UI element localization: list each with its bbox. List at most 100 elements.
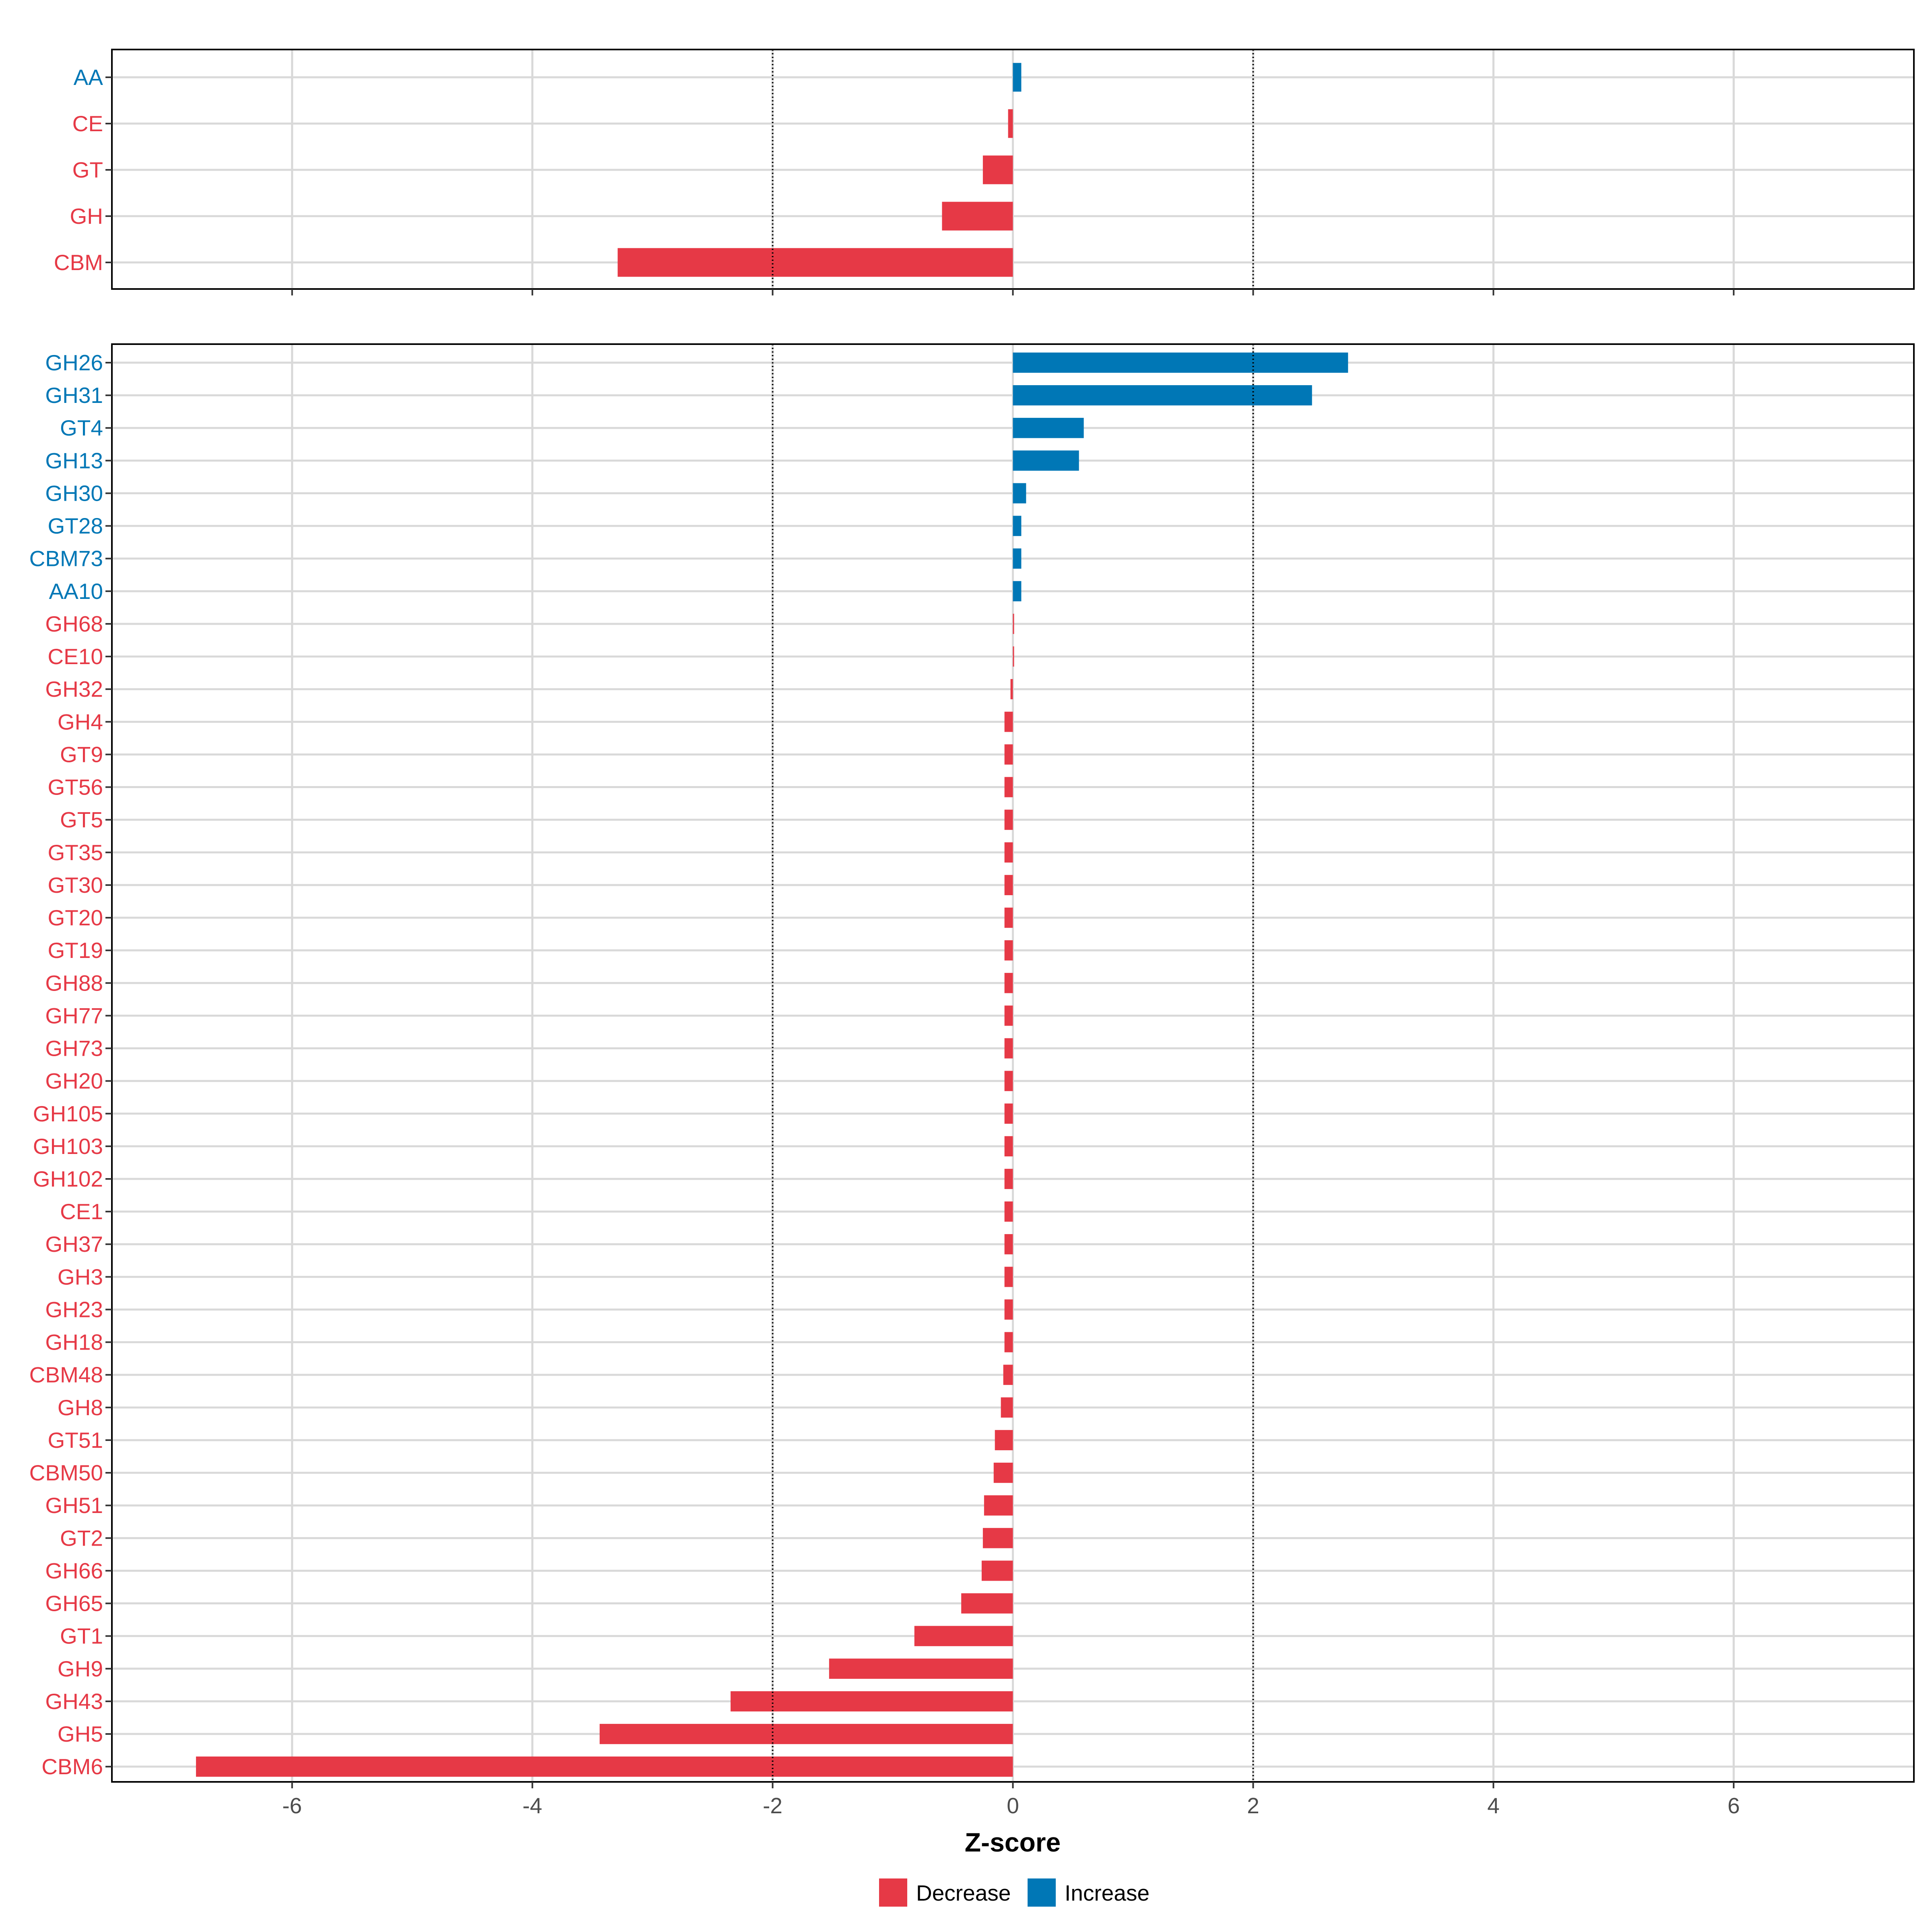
category-label: CBM73 [29, 546, 103, 571]
legend-label: Increase [1065, 1880, 1150, 1905]
category-label: GH65 [45, 1591, 103, 1616]
bar-GH8 [1001, 1397, 1013, 1418]
bar-CE10 [1013, 646, 1014, 667]
bar-GH30 [1013, 483, 1026, 504]
bar-GT2 [983, 1528, 1013, 1548]
bar-GT28 [1013, 516, 1022, 536]
category-label: GT28 [47, 514, 103, 539]
category-label: GH [70, 204, 103, 229]
category-label: GH8 [58, 1395, 103, 1420]
category-label: GH51 [45, 1493, 103, 1518]
category-label: GH77 [45, 1003, 103, 1028]
bar-CE [1008, 109, 1013, 138]
bar-GH77 [1004, 1005, 1013, 1026]
category-label: CBM6 [41, 1754, 103, 1779]
bar-GH68 [1013, 613, 1014, 634]
category-label: GT1 [60, 1624, 103, 1649]
category-label: GT20 [47, 905, 103, 930]
bar-CBM50 [993, 1462, 1013, 1483]
bar-GH9 [829, 1658, 1013, 1679]
bar-GH88 [1004, 973, 1013, 993]
category-label: GT2 [60, 1525, 103, 1550]
bar-GH37 [1004, 1234, 1013, 1255]
bar-CE1 [1004, 1201, 1013, 1222]
category-label: GT [72, 157, 103, 182]
category-label: GH30 [45, 481, 103, 506]
category-label: GT56 [47, 775, 103, 800]
category-label: GT5 [60, 807, 103, 832]
category-label: GH3 [58, 1264, 103, 1289]
category-label: GH66 [45, 1558, 103, 1583]
category-label: GH68 [45, 611, 103, 636]
bar-GH103 [1004, 1136, 1013, 1157]
bar-GT30 [1004, 875, 1013, 896]
bar-GT1 [914, 1626, 1013, 1646]
bar-CBM6 [196, 1757, 1013, 1777]
category-label: GH26 [45, 350, 103, 375]
category-label: GT9 [60, 742, 103, 767]
category-label: CBM [54, 250, 103, 275]
category-label: GT51 [47, 1428, 103, 1453]
bar-GH23 [1004, 1299, 1013, 1320]
bar-GH31 [1013, 385, 1312, 406]
x-tick-label: 4 [1487, 1793, 1500, 1818]
x-tick-label: -2 [763, 1793, 782, 1818]
bar-GT [983, 155, 1013, 184]
bar-GH26 [1013, 352, 1348, 373]
category-label: CE1 [60, 1199, 103, 1224]
bar-AA [1013, 63, 1022, 92]
bar-GH13 [1013, 450, 1079, 471]
bar-CBM48 [1003, 1364, 1013, 1385]
legend-swatch [1028, 1878, 1056, 1907]
x-tick-label: 0 [1007, 1793, 1019, 1818]
legend: Decrease Increase [879, 1878, 1150, 1907]
category-label: GH105 [33, 1101, 103, 1126]
bar-GH [942, 202, 1013, 231]
x-tick-label: -4 [522, 1793, 542, 1818]
bar-GT5 [1004, 809, 1013, 830]
bar-GH102 [1004, 1168, 1013, 1189]
bar-GT9 [1004, 744, 1013, 765]
bar-GH65 [961, 1593, 1013, 1614]
category-label: GT30 [47, 873, 103, 898]
x-tick-label: 6 [1728, 1793, 1740, 1818]
bar-GH4 [1004, 712, 1013, 732]
category-label: GT35 [47, 840, 103, 865]
category-label: GH5 [58, 1721, 103, 1746]
bar-GT35 [1004, 842, 1013, 863]
bar-GT20 [1004, 907, 1013, 928]
category-label: GH23 [45, 1297, 103, 1322]
bar-CBM73 [1013, 548, 1022, 569]
category-label: GH43 [45, 1689, 103, 1714]
bar-GH73 [1004, 1038, 1013, 1059]
panel-2: GH26 GH31 GT4 GH13 GH30 GT28 CBM73 AA10 GH68 CE10… [29, 343, 1915, 1788]
bar-GT56 [1004, 777, 1013, 797]
bar-GH43 [731, 1691, 1013, 1712]
category-label: GH88 [45, 970, 103, 995]
bar-GT4 [1013, 418, 1084, 438]
category-label: CE [72, 111, 103, 136]
category-label: GH73 [45, 1036, 103, 1061]
category-label: GH31 [45, 383, 103, 408]
category-label: AA [74, 65, 103, 90]
bar-GH3 [1004, 1267, 1013, 1287]
bar-GH51 [984, 1495, 1013, 1516]
bar-GH5 [599, 1724, 1013, 1744]
category-label: GH32 [45, 677, 103, 702]
bar-GH18 [1004, 1332, 1013, 1352]
bar-GH32 [1010, 679, 1013, 700]
x-tick-label: -6 [282, 1793, 302, 1818]
category-label: GH37 [45, 1232, 103, 1257]
bar-CBM [617, 248, 1013, 277]
category-label: GT19 [47, 938, 103, 963]
bar-GT19 [1004, 940, 1013, 961]
legend-swatch [879, 1878, 907, 1907]
bar-GH66 [981, 1560, 1013, 1581]
x-axis-title: Z-score [965, 1827, 1061, 1857]
category-label: GH13 [45, 448, 103, 473]
category-label: AA10 [49, 579, 103, 604]
bar-AA10 [1013, 581, 1022, 601]
bar-GT51 [995, 1430, 1013, 1451]
category-label: GH20 [45, 1069, 103, 1094]
